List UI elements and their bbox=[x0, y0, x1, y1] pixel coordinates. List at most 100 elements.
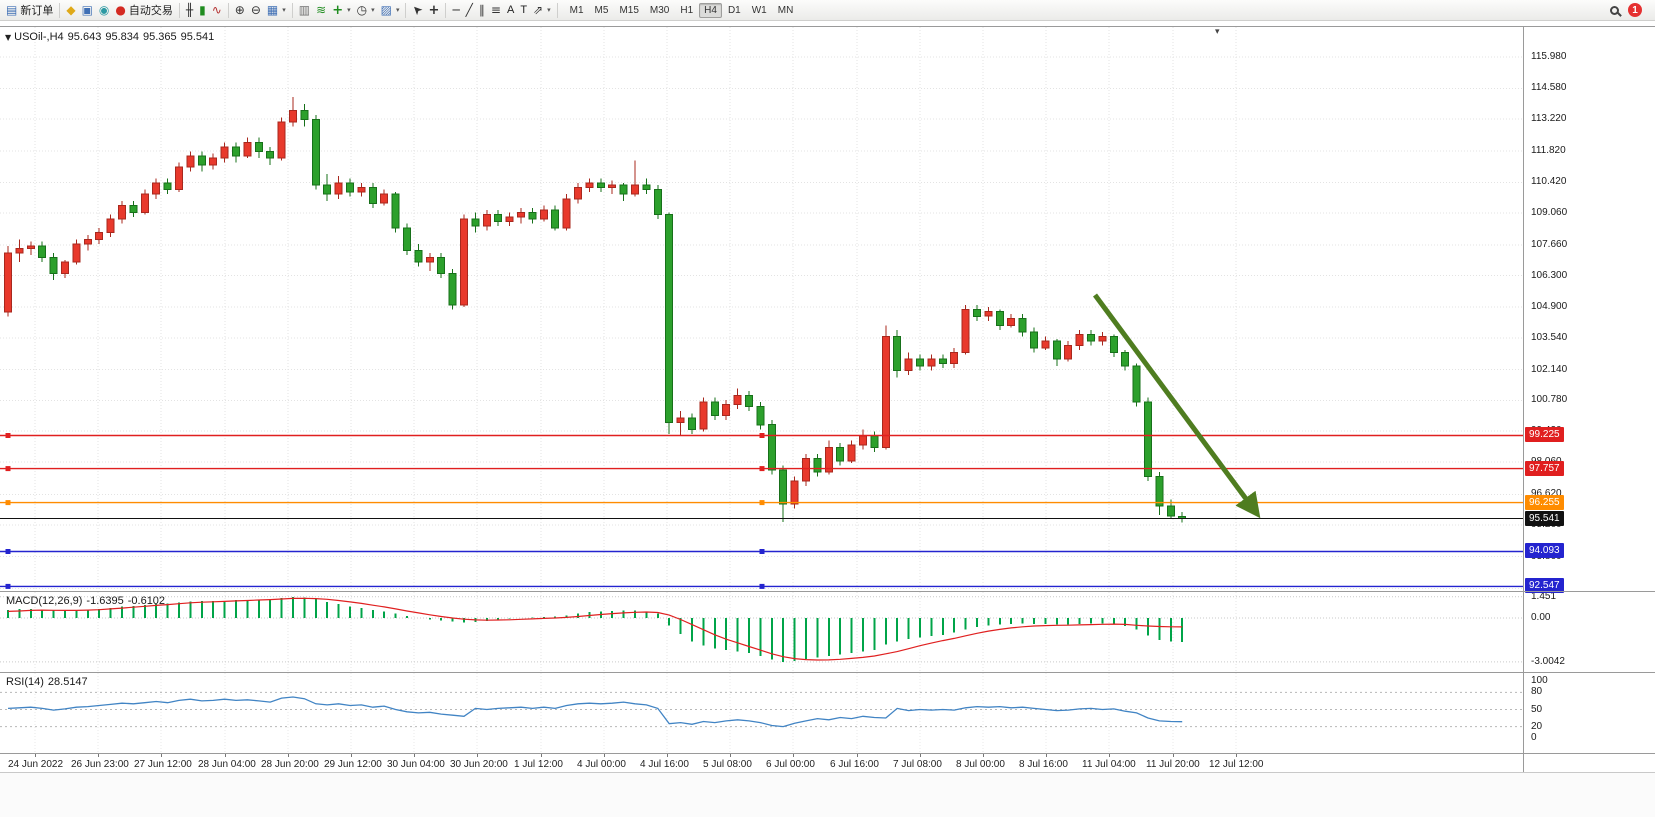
indicators-button[interactable]: ≋ bbox=[313, 2, 329, 19]
periods-button[interactable]: ◷ ▾ bbox=[354, 2, 378, 19]
candle-body bbox=[1155, 476, 1164, 507]
trendline-button[interactable]: ╱ bbox=[463, 2, 476, 19]
terminal-button[interactable]: ◉ bbox=[96, 2, 112, 19]
zoom-in-button[interactable]: ⊕ bbox=[232, 2, 248, 19]
level-line-handle[interactable] bbox=[5, 466, 11, 472]
level-price-badge[interactable]: 97.757 bbox=[1525, 460, 1564, 476]
profiles-button[interactable]: ▥ bbox=[296, 2, 313, 19]
level-line-handle[interactable] bbox=[759, 583, 765, 589]
cursor-button[interactable]: ➤ bbox=[409, 1, 426, 18]
timeframe-button-m5[interactable]: M5 bbox=[594, 4, 609, 16]
time-axis-label: 7 Jul 08:00 bbox=[893, 759, 942, 770]
level-line-handle[interactable] bbox=[5, 583, 11, 589]
text-label-button[interactable]: T bbox=[517, 2, 530, 19]
trend-arrow[interactable] bbox=[1092, 293, 1261, 519]
price-axis-label: 100.780 bbox=[1531, 394, 1568, 406]
templates-button[interactable]: ▨ ▾ bbox=[378, 2, 403, 19]
new-order-icon: ▤ bbox=[6, 3, 18, 17]
horizontal-line-button[interactable]: ─ bbox=[449, 2, 462, 19]
candle-chart-button[interactable]: ▮ bbox=[196, 2, 209, 19]
auto-trading-button[interactable]: ● 自动交易 bbox=[112, 2, 175, 19]
notification-badge[interactable]: 1 bbox=[1628, 3, 1642, 17]
collapse-triangle-icon[interactable]: ▼ bbox=[5, 33, 12, 42]
macd-pane bbox=[0, 592, 1523, 672]
price-axis-border bbox=[1523, 27, 1524, 773]
candle-body bbox=[437, 257, 446, 274]
candle-body bbox=[471, 218, 480, 227]
toolbar-separator bbox=[291, 2, 293, 18]
level-price-badge[interactable]: 92.547 bbox=[1525, 578, 1564, 594]
level-line-handle[interactable] bbox=[759, 549, 765, 554]
time-tick bbox=[793, 754, 794, 757]
text-button[interactable]: A bbox=[504, 2, 517, 19]
bar-chart-button[interactable]: ╫ bbox=[183, 2, 196, 19]
level-line-handle[interactable] bbox=[759, 466, 765, 472]
timeframe-button-d1[interactable]: D1 bbox=[727, 4, 741, 16]
time-tick bbox=[477, 754, 478, 757]
arrows-button[interactable]: ⇗ ▾ bbox=[530, 2, 554, 19]
channel-button[interactable]: ∥ bbox=[476, 2, 488, 19]
fibonacci-button[interactable]: ≡ bbox=[488, 2, 504, 19]
candle-body bbox=[551, 209, 560, 229]
timeframe-button-mn[interactable]: MN bbox=[777, 4, 794, 16]
timeframe-button-m1[interactable]: M1 bbox=[569, 4, 584, 16]
chevron-down-icon: ▾ bbox=[347, 6, 351, 14]
timeframe-button-m30[interactable]: M30 bbox=[649, 4, 670, 16]
line-chart-button[interactable]: ∿ bbox=[209, 2, 225, 19]
time-tick bbox=[1109, 754, 1110, 757]
rsi-axis-label: 20 bbox=[1531, 720, 1543, 732]
toolbar: ▤ 新订单 ◆ ▣ ◉ ● 自动交易 ╫ ▮ ∿ ⊕ ⊖ ▦ ▾ ▥ ≋ + ▾… bbox=[0, 0, 1655, 21]
candle-body bbox=[619, 184, 628, 195]
level-line-handle[interactable] bbox=[5, 433, 11, 438]
time-axis-label: 12 Jul 12:00 bbox=[1209, 759, 1264, 770]
toolbar-separator bbox=[59, 2, 61, 18]
candle-body bbox=[482, 214, 491, 227]
text-tool-label: A bbox=[506, 4, 515, 16]
new-order-button[interactable]: ▤ 新订单 bbox=[3, 2, 56, 19]
time-axis-label: 4 Jul 16:00 bbox=[640, 759, 689, 770]
pane-separator[interactable] bbox=[0, 591, 1655, 592]
level-price-badge[interactable]: 99.225 bbox=[1525, 427, 1564, 443]
level-line-handle[interactable] bbox=[759, 433, 765, 438]
timeframe-button-w1[interactable]: W1 bbox=[751, 4, 767, 16]
low-value: 95.365 bbox=[142, 31, 177, 43]
timeframe-button-m15[interactable]: M15 bbox=[619, 4, 639, 16]
crosshair-button[interactable]: + bbox=[426, 2, 443, 19]
level-line-handle[interactable] bbox=[5, 549, 11, 554]
time-tick bbox=[730, 754, 731, 757]
level-line-handle[interactable] bbox=[5, 500, 11, 506]
candle-body bbox=[460, 218, 468, 306]
candle-body bbox=[859, 435, 867, 446]
price-axis-label: 106.300 bbox=[1531, 269, 1568, 281]
navigator-button[interactable]: ▣ bbox=[79, 2, 96, 19]
pane-separator bbox=[0, 753, 1655, 754]
price-axis-label: 114.580 bbox=[1531, 82, 1567, 94]
level-price-badge[interactable]: 94.093 bbox=[1525, 543, 1564, 559]
chart-shift-marker-icon[interactable]: ▾ bbox=[1215, 27, 1220, 37]
candle-body bbox=[72, 243, 81, 263]
candle-body bbox=[209, 157, 218, 166]
zoom-out-button[interactable]: ⊖ bbox=[248, 2, 264, 19]
level-line-handle[interactable] bbox=[759, 500, 765, 506]
candle-body bbox=[448, 272, 457, 306]
search-button[interactable] bbox=[1607, 2, 1622, 19]
market-watch-button[interactable]: ◆ bbox=[63, 2, 78, 19]
add-indicator-button[interactable]: + ▾ bbox=[329, 2, 353, 19]
timeframe-button-h1[interactable]: H1 bbox=[680, 4, 694, 16]
rsi-line bbox=[7, 696, 1183, 728]
line-chart-icon: ∿ bbox=[211, 3, 222, 17]
candle-body bbox=[254, 141, 263, 152]
candle-body bbox=[1075, 333, 1084, 347]
level-price-badge[interactable]: 96.255 bbox=[1525, 494, 1564, 510]
candle-body bbox=[984, 311, 993, 317]
candle-body bbox=[118, 205, 126, 220]
tile-windows-button[interactable]: ▦ ▾ bbox=[264, 2, 289, 19]
chevron-down-icon: ▾ bbox=[547, 6, 551, 14]
timeframe-button-h4[interactable]: H4 bbox=[699, 2, 722, 18]
candle-body bbox=[1087, 333, 1095, 342]
pane-separator[interactable] bbox=[0, 672, 1655, 673]
time-axis-label: 24 Jun 2022 bbox=[8, 759, 64, 770]
search-icon bbox=[1610, 5, 1619, 15]
candle-body bbox=[49, 257, 58, 274]
candle-body bbox=[574, 187, 582, 200]
